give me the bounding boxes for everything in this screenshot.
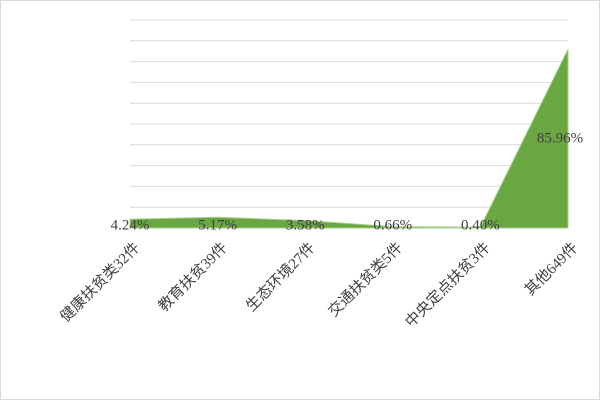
data-label: 0.66% xyxy=(373,217,412,233)
data-label: 3.58% xyxy=(286,217,325,233)
data-label: 85.96% xyxy=(537,131,583,147)
data-label: 4.24% xyxy=(111,217,150,233)
area xyxy=(129,48,569,229)
data-label: 0.40% xyxy=(461,217,500,233)
data-label: 5.17% xyxy=(198,217,237,233)
